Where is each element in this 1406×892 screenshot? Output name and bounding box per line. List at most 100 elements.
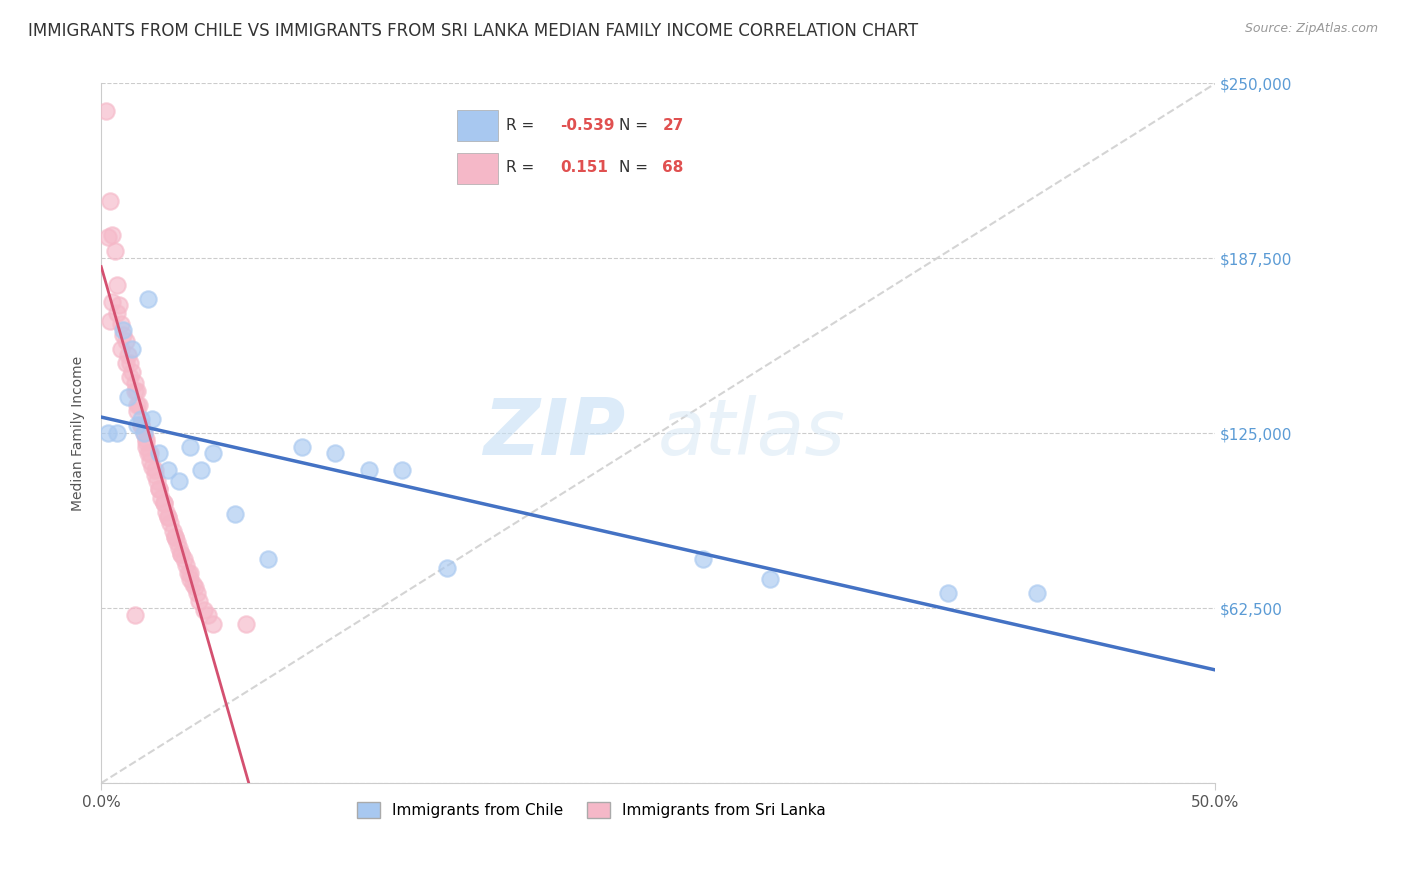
Point xyxy=(120,356,142,370)
Point xyxy=(190,462,212,476)
Point xyxy=(114,334,136,348)
Y-axis label: Median Family Income: Median Family Income xyxy=(72,356,86,511)
Point xyxy=(135,434,157,449)
Point xyxy=(323,446,346,460)
Point xyxy=(159,516,181,530)
Point xyxy=(114,356,136,370)
Point xyxy=(179,566,201,581)
Point xyxy=(141,459,163,474)
Point xyxy=(436,560,458,574)
Point xyxy=(125,417,148,432)
Point xyxy=(1026,586,1049,600)
Point xyxy=(148,446,170,460)
Point xyxy=(143,462,166,476)
Point xyxy=(150,491,173,505)
Point xyxy=(117,348,139,362)
Point xyxy=(103,244,125,259)
Point xyxy=(139,446,162,460)
Point xyxy=(117,390,139,404)
Point xyxy=(357,462,380,476)
Point xyxy=(163,530,186,544)
Point xyxy=(152,496,174,510)
Point xyxy=(110,343,132,357)
Point xyxy=(132,426,155,441)
Point xyxy=(141,412,163,426)
Point xyxy=(179,440,201,454)
Point xyxy=(131,417,153,432)
Point xyxy=(148,482,170,496)
Point xyxy=(152,496,174,510)
Text: ZIP: ZIP xyxy=(482,395,624,471)
Point xyxy=(257,552,280,566)
Point xyxy=(181,577,204,591)
Point xyxy=(148,482,170,496)
Point xyxy=(101,294,124,309)
Point xyxy=(124,376,146,390)
Point xyxy=(291,440,314,454)
Point xyxy=(179,572,201,586)
Point xyxy=(177,566,200,581)
Point xyxy=(121,343,143,357)
Point xyxy=(166,535,188,549)
Point xyxy=(173,552,195,566)
Point xyxy=(131,412,153,426)
Point xyxy=(201,616,224,631)
Point xyxy=(124,384,146,399)
Point xyxy=(132,426,155,441)
Point xyxy=(121,365,143,379)
Point xyxy=(101,227,124,242)
Point xyxy=(197,608,219,623)
Legend: Immigrants from Chile, Immigrants from Sri Lanka: Immigrants from Chile, Immigrants from S… xyxy=(352,797,831,824)
Point xyxy=(131,417,153,432)
Point xyxy=(98,314,121,328)
Point xyxy=(139,454,162,468)
Point xyxy=(112,328,135,343)
Point xyxy=(157,462,180,476)
Point xyxy=(692,552,714,566)
Point xyxy=(105,277,128,292)
Point xyxy=(167,474,190,488)
Point xyxy=(135,432,157,446)
Point xyxy=(125,398,148,412)
Point xyxy=(136,446,159,460)
Point xyxy=(105,426,128,441)
Point xyxy=(758,572,780,586)
Point xyxy=(128,398,150,412)
Point xyxy=(162,524,184,538)
Point xyxy=(125,404,148,418)
Point xyxy=(174,558,197,572)
Text: Source: ZipAtlas.com: Source: ZipAtlas.com xyxy=(1244,22,1378,36)
Point xyxy=(170,547,193,561)
Point xyxy=(98,194,121,208)
Point xyxy=(163,530,186,544)
Point xyxy=(167,541,190,555)
Point xyxy=(108,297,131,311)
Point xyxy=(224,508,246,522)
Point xyxy=(193,602,215,616)
Point xyxy=(135,440,157,454)
Point xyxy=(146,474,169,488)
Point xyxy=(188,594,211,608)
Point xyxy=(143,468,166,483)
Point xyxy=(124,608,146,623)
Point xyxy=(112,323,135,337)
Point xyxy=(184,580,207,594)
Point xyxy=(170,547,193,561)
Point xyxy=(120,370,142,384)
Point xyxy=(201,446,224,460)
Text: IMMIGRANTS FROM CHILE VS IMMIGRANTS FROM SRI LANKA MEDIAN FAMILY INCOME CORRELAT: IMMIGRANTS FROM CHILE VS IMMIGRANTS FROM… xyxy=(28,22,918,40)
Point xyxy=(105,306,128,320)
Text: atlas: atlas xyxy=(658,395,846,471)
Point xyxy=(94,104,117,119)
Point xyxy=(391,462,413,476)
Point xyxy=(125,384,148,399)
Point xyxy=(136,292,159,306)
Point xyxy=(97,230,120,244)
Point xyxy=(157,510,180,524)
Point xyxy=(936,586,959,600)
Point xyxy=(110,317,132,331)
Point xyxy=(235,616,257,631)
Point xyxy=(97,426,120,441)
Point xyxy=(186,586,208,600)
Point xyxy=(157,510,180,524)
